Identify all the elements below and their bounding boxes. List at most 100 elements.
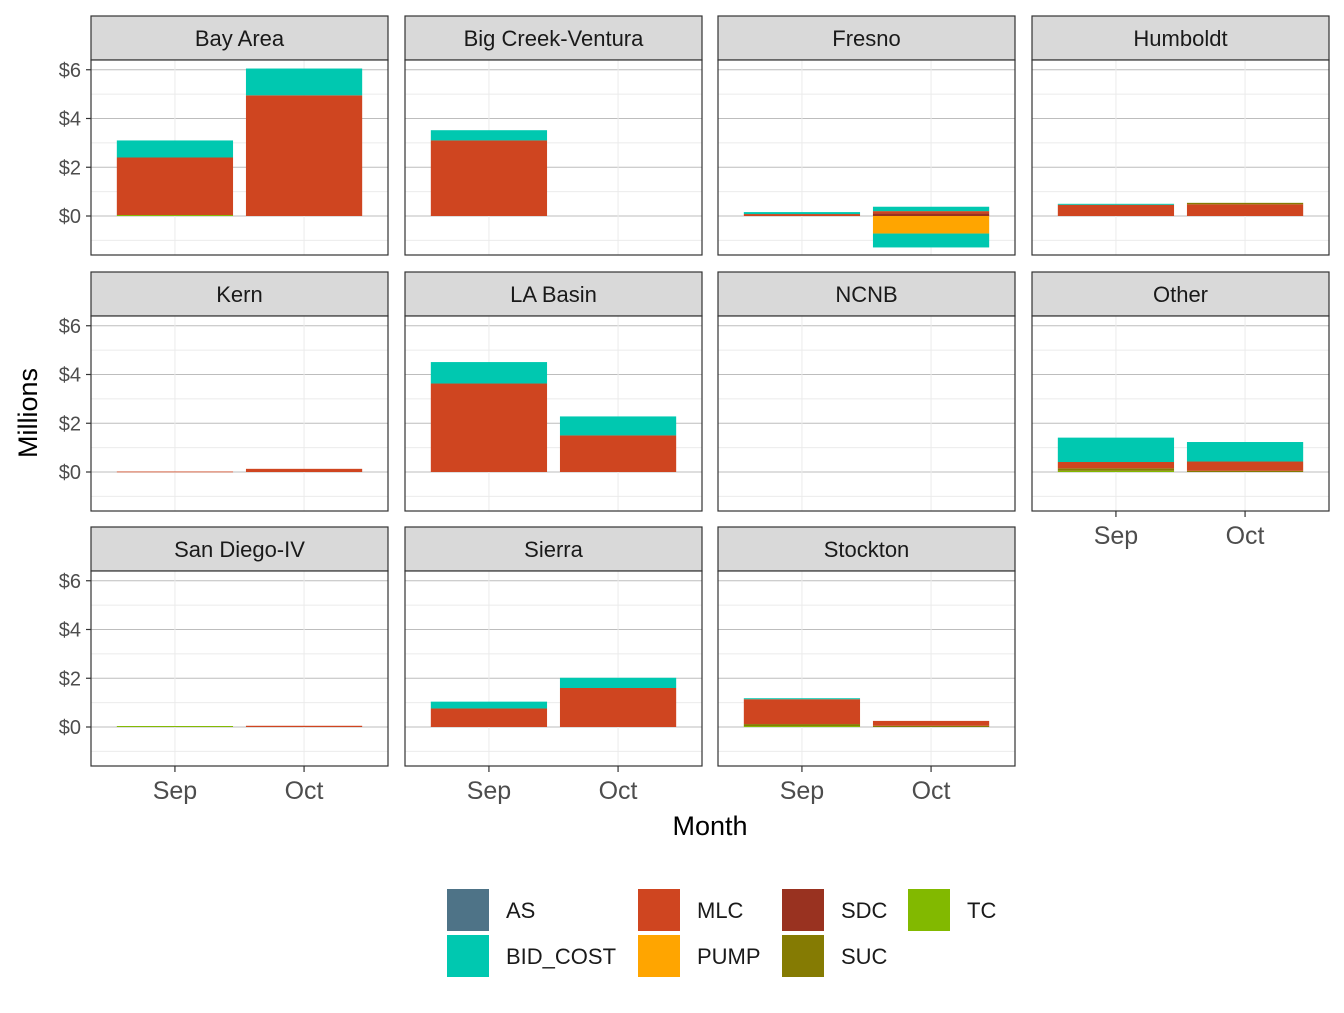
x-axes: Sep Oct Sep Oct Sep Oct Sep Oct <box>153 511 1265 805</box>
facet-strip <box>90 526 389 572</box>
bar-segment-bid-cost <box>872 206 990 212</box>
bar-segment-pump <box>872 216 990 234</box>
facet-panel-san-diego-iv: San Diego-IV $0 $2 $4 $6 <box>59 526 389 767</box>
y-tick-label: $4 <box>59 365 81 387</box>
facet-panel-stockton: Stockton <box>717 526 1016 767</box>
plot-background <box>91 571 388 766</box>
legend-swatch <box>908 889 950 931</box>
facet-panel-ncnb: NCNB <box>717 271 1016 512</box>
legend-swatch <box>782 935 824 977</box>
facet-strip-label: Kern <box>216 282 262 307</box>
bar-segment-bid-cost <box>743 212 861 215</box>
facet-strip-label: Sierra <box>524 537 583 562</box>
bar-segment-mlc <box>1186 461 1304 471</box>
facet-panel-fresno: Fresno <box>717 15 1016 256</box>
x-tick-label: Oct <box>912 777 951 805</box>
bar-segment-mlc <box>872 211 990 214</box>
legend-label: PUMP <box>697 944 761 969</box>
bar-segment-suc <box>743 724 861 727</box>
bar-segment-bid-cost <box>1057 437 1175 463</box>
facet-panels: Bay Area $0 $2 $4 $6 Big Creek-Ventura Fresno H… <box>59 15 1330 767</box>
legend-item-tc: TC <box>908 889 996 931</box>
facet-strip-label: Stockton <box>824 537 910 562</box>
bar-segment-mlc <box>743 699 861 725</box>
legend-item-mlc: MLC <box>638 889 744 931</box>
bar-segment-mlc <box>1057 204 1175 216</box>
panel-border <box>90 315 389 512</box>
legend: AS BID_COST MLC PUMP SDC SUC TC <box>447 889 996 977</box>
plot-background <box>405 571 702 766</box>
bar-segment-mlc <box>430 140 548 216</box>
bar-segment-mlc <box>1186 204 1304 216</box>
bar-segment-sdc <box>872 213 990 216</box>
panel-border <box>1031 315 1330 512</box>
facet-strip-label: Big Creek-Ventura <box>464 26 645 51</box>
bar-segment-tc <box>116 726 234 727</box>
bar-segment-bid-cost <box>1186 442 1304 462</box>
y-tick-label: $4 <box>59 109 81 131</box>
facet-panel-other: Other <box>1031 271 1330 512</box>
x-tick-label: Oct <box>599 777 638 805</box>
x-tick-label: Sep <box>467 777 511 805</box>
facet-panel-sierra: Sierra <box>404 526 703 767</box>
bar-segment-mlc <box>245 95 363 216</box>
bar-segment-tc <box>116 215 234 216</box>
y-tick-label: $2 <box>59 668 81 690</box>
x-tick-label: Sep <box>1094 522 1138 550</box>
bar-segment-bid-cost <box>430 130 548 141</box>
panel-border <box>717 315 1016 512</box>
bar-segment-bid-cost <box>743 698 861 700</box>
y-tick-label: $4 <box>59 620 81 642</box>
facet-strip-label: LA Basin <box>510 282 597 307</box>
y-tick-label: $0 <box>59 717 81 739</box>
facet-strip <box>404 15 703 61</box>
facet-strip <box>717 271 1016 317</box>
bar-segment-suc <box>1186 202 1304 205</box>
facet-strip-label: Humboldt <box>1133 26 1227 51</box>
x-tick-label: Sep <box>153 777 197 805</box>
bar-segment-bid-cost <box>559 677 677 688</box>
bar-segment-suc <box>1057 468 1175 471</box>
facet-panel-bay-area: Bay Area $0 $2 $4 $6 <box>59 15 389 256</box>
plot-background <box>718 316 1015 511</box>
panel-border <box>404 59 703 256</box>
facet-strip <box>90 271 389 317</box>
bar-segment-suc <box>872 725 990 727</box>
y-tick-label: $2 <box>59 413 81 435</box>
bar-segment-bid-cost <box>559 416 677 436</box>
bar-segment-mlc <box>1057 462 1175 469</box>
y-tick-label: $6 <box>59 571 81 593</box>
bar-segment-bid-cost <box>245 68 363 96</box>
bar-segment-mlc <box>430 708 548 727</box>
legend-label: AS <box>506 898 535 923</box>
legend-item-pump: PUMP <box>638 935 761 977</box>
panel-border <box>404 315 703 512</box>
facet-panel-big-creek-ventura: Big Creek-Ventura <box>404 15 703 256</box>
bar-segment-tc <box>743 726 861 727</box>
legend-swatch <box>782 889 824 931</box>
y-tick-label: $6 <box>59 60 81 82</box>
bar-segment-bid-cost <box>872 233 990 248</box>
plot-background <box>1032 60 1329 255</box>
legend-label: SDC <box>841 898 888 923</box>
legend-item-suc: SUC <box>782 935 888 977</box>
plot-background <box>1032 316 1329 511</box>
legend-label: SUC <box>841 944 888 969</box>
facet-strip-label: NCNB <box>835 282 897 307</box>
legend-label: MLC <box>697 898 744 923</box>
legend-item-sdc: SDC <box>782 889 888 931</box>
facet-strip <box>90 15 389 61</box>
x-tick-label: Oct <box>1226 522 1265 550</box>
bar-segment-mlc <box>245 468 363 472</box>
facet-panel-humboldt: Humboldt <box>1031 15 1330 256</box>
x-tick-label: Sep <box>780 777 824 805</box>
facet-strip-label: Other <box>1153 282 1208 307</box>
panel-border <box>1031 59 1330 256</box>
bar-segment-mlc <box>872 720 990 726</box>
y-tick-label: $0 <box>59 462 81 484</box>
plot-background <box>718 571 1015 766</box>
panel-border <box>717 59 1016 256</box>
bar-segment-mlc <box>559 435 677 472</box>
